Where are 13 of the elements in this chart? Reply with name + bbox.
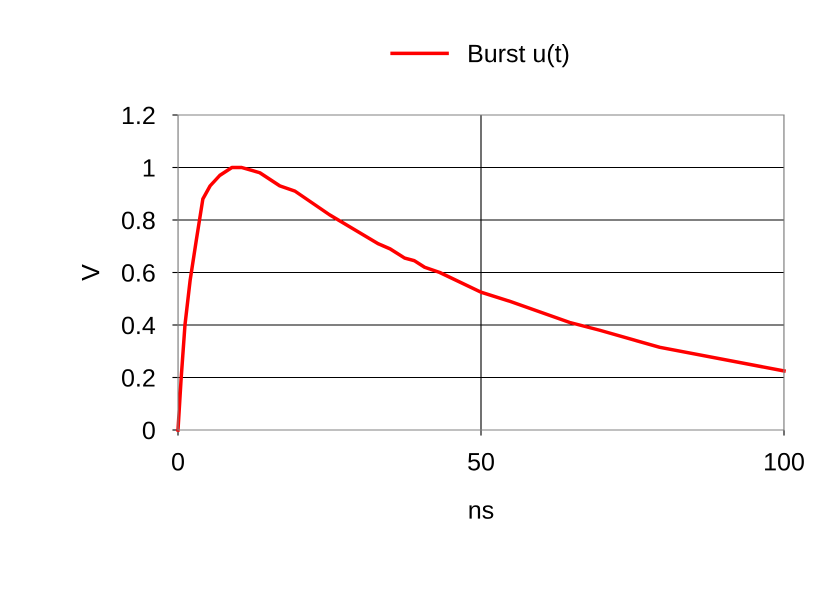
y-axis-title: V — [82, 264, 100, 281]
legend-label: Burst u(t) — [469, 44, 568, 68]
x-tick-label: 100 — [765, 452, 804, 471]
y-tick-label: 0.6 — [122, 264, 155, 282]
x-tick-label: 0 — [172, 452, 184, 471]
y-tick-label: 0.4 — [122, 316, 156, 334]
y-tick-label: 0 — [142, 422, 155, 440]
y-tick-label: 0.2 — [122, 369, 155, 387]
y-tick-label: 0.8 — [122, 212, 155, 230]
y-tick-label: 1.2 — [122, 106, 155, 124]
y-tick-label: 1 — [144, 159, 155, 177]
x-tick-label: 50 — [468, 452, 494, 471]
x-axis-title: ns — [469, 505, 494, 519]
